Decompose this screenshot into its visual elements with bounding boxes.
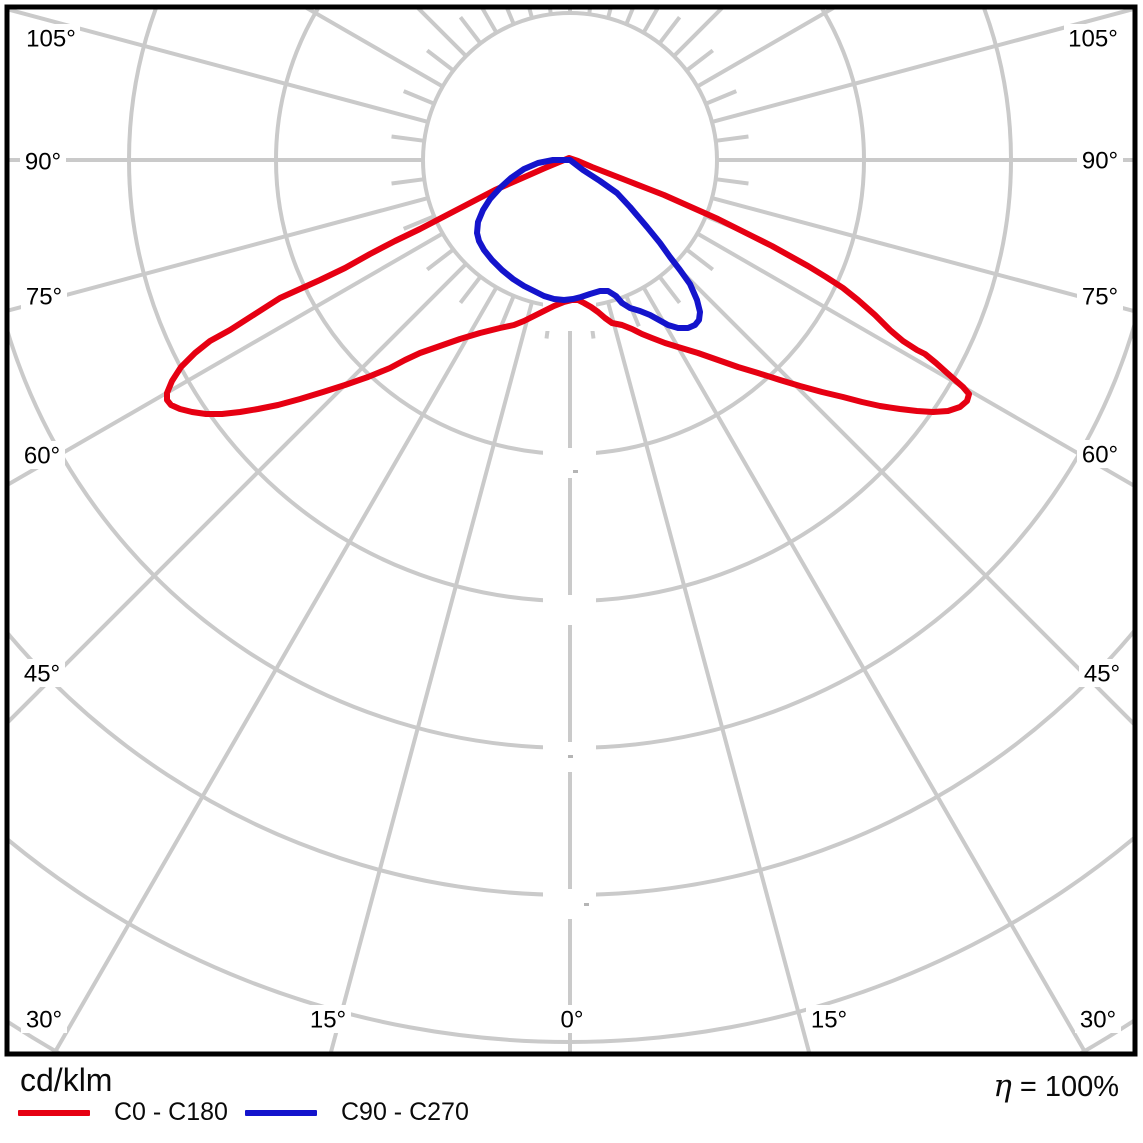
curve-C90-C270: [474, 157, 703, 331]
angle-label-bg: [20, 147, 66, 175]
grid-tick: [425, 48, 455, 73]
grid-tick: [657, 275, 682, 305]
angle-label-bg: [305, 1005, 351, 1033]
ring-label-boxes: [543, 301, 596, 919]
grid-spoke: [9, 196, 429, 313]
angle-label: 30°: [26, 1007, 62, 1034]
grid-tick: [425, 247, 455, 272]
legend-swatch-blue: [245, 1109, 317, 1116]
legend-item-c0-c180: C0 - C180: [18, 1098, 228, 1127]
angle-label-bg: [21, 282, 67, 310]
grid-tick: [624, 9, 635, 25]
angle-label: 15°: [811, 1007, 847, 1034]
angle-label-bg: [1077, 440, 1123, 468]
plot-frame: [4, 4, 1138, 1057]
angle-label-bg: [1075, 1005, 1121, 1033]
unit-label: cd/klm: [20, 1062, 113, 1098]
grid-tick: [505, 9, 516, 25]
grid-spoke: [672, 262, 1133, 726]
grid-tick: [402, 89, 435, 106]
efficiency-label: η = 100%: [993, 1068, 1119, 1104]
angle-label: 0°: [561, 1007, 584, 1034]
angle-label-bg: [1079, 659, 1125, 687]
angle-label: 105°: [26, 26, 76, 53]
angle-label-bg: [19, 659, 65, 687]
grid-spoke: [711, 196, 1133, 313]
grid-tick: [657, 15, 682, 45]
grid-spoke: [328, 301, 534, 1052]
angle-label-bg: [1077, 282, 1123, 310]
angle-label: 30°: [1080, 1007, 1116, 1034]
eta-symbol: η: [993, 1068, 1012, 1104]
grid-tick: [391, 177, 425, 186]
grid-tick: [685, 247, 715, 272]
grid-spoke: [9, 262, 468, 724]
angle-label-bg: [806, 1005, 852, 1033]
efficiency-value: = 100%: [1019, 1071, 1119, 1103]
angle-label-bg: [1077, 146, 1123, 174]
grid-spoke: [696, 231, 1133, 488]
ring-label-remnant: [584, 903, 589, 906]
angle-label-bg: [19, 441, 65, 469]
angle-label-bg: [22, 24, 80, 52]
grid-spoke: [9, 231, 444, 487]
legend-label-c0-c180: C0 - C180: [114, 1098, 228, 1126]
angle-label: 75°: [1082, 284, 1118, 311]
ring-label-remnant: [568, 755, 573, 758]
ring-label-blank: [543, 595, 596, 625]
grid-tick: [458, 275, 483, 305]
grid-tick: [499, 295, 516, 328]
grid-tick: [391, 134, 425, 143]
angle-label: 15°: [310, 1007, 346, 1034]
gamma-angle-labels: 105° 90° 75° 60° 45° 105° 90° 75° 60° 45° 30° 15° 0°…: [19, 24, 1125, 1034]
grid-tick: [715, 134, 749, 143]
legend-item-c90-c270: C90 - C270: [245, 1098, 469, 1127]
ring-label-remnant: [573, 470, 578, 473]
ring-label-blank: [543, 448, 596, 478]
angle-label: 90°: [1082, 148, 1118, 175]
grid-spoke: [9, 9, 429, 124]
grid-spoke: [606, 301, 812, 1052]
angle-label: 45°: [1084, 661, 1120, 688]
grid-tick: [685, 48, 715, 73]
angle-label-bg: [555, 1005, 589, 1033]
angle-label: 90°: [25, 149, 61, 176]
legend-swatch-red: [18, 1109, 90, 1116]
grid-tick: [402, 214, 435, 231]
grid-tick: [458, 15, 483, 45]
curve-C0-C180: [164, 155, 972, 417]
grid-tick: [705, 89, 738, 106]
angle-label: 75°: [26, 284, 62, 311]
grid-spoke: [52, 286, 499, 1052]
angle-label: 45°: [24, 661, 60, 688]
angle-label: 60°: [24, 443, 60, 470]
grid-spoke: [711, 9, 1133, 124]
angle-label-bg: [1064, 24, 1122, 52]
grid-tick: [715, 177, 749, 186]
angle-label-bg: [21, 1005, 67, 1033]
grid-spoke: [641, 286, 1088, 1052]
angle-label: 105°: [1068, 26, 1118, 53]
angle-label: 60°: [1082, 442, 1118, 469]
legend-label-c90-c270: C90 - C270: [341, 1098, 469, 1126]
